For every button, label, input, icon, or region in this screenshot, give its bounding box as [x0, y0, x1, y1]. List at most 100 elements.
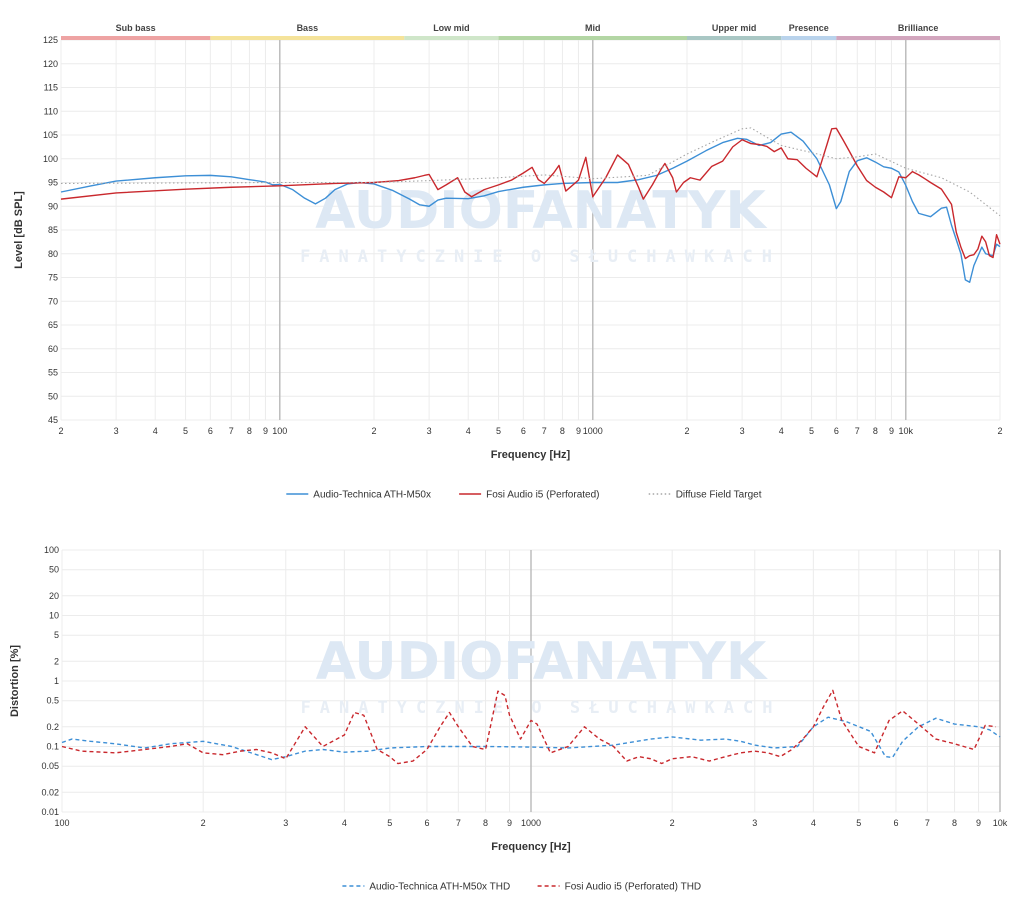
frequency-band-bar — [210, 36, 405, 40]
x-tick-label: 5 — [387, 818, 392, 828]
y-tick-label: 65 — [48, 320, 58, 330]
x-tick-label: 7 — [925, 818, 930, 828]
y-tick-label: 0.2 — [46, 722, 59, 732]
x-tick-label: 1000 — [521, 818, 541, 828]
frequency-band-label: Sub bass — [116, 23, 156, 33]
x-tick-label: 6 — [521, 426, 526, 436]
y-tick-label: 45 — [48, 415, 58, 425]
x-tick-label: 4 — [779, 426, 784, 436]
x-tick-label: 5 — [183, 426, 188, 436]
y-tick-label: 55 — [48, 368, 58, 378]
y-tick-label: 5 — [54, 630, 59, 640]
x-tick-label: 5 — [856, 818, 861, 828]
x-tick-label: 7 — [855, 426, 860, 436]
x-tick-label: 8 — [560, 426, 565, 436]
y-tick-label: 100 — [43, 154, 58, 164]
x-tick-label: 6 — [893, 818, 898, 828]
x-tick-label: 1000 — [583, 426, 603, 436]
x-tick-label: 2 — [670, 818, 675, 828]
frequency-response-chart: Sub bass Bass Low mid Mid Upper mid Presence B… — [13, 23, 1003, 501]
watermark-tagline: FANATYCZNIE O SŁUCHAWKACH — [300, 247, 781, 267]
y-tick-label: 105 — [43, 130, 58, 140]
series-line — [61, 716, 1001, 761]
y-tick-label: 85 — [48, 225, 58, 235]
y-tick-label: 50 — [48, 391, 58, 401]
frequency-band-label: Brilliance — [898, 23, 939, 33]
x-tick-label: 9 — [263, 426, 268, 436]
x-tick-label: 100 — [272, 426, 287, 436]
x-tick-label: 6 — [424, 818, 429, 828]
x-tick-label: 3 — [740, 426, 745, 436]
frequency-band-label: Low mid — [433, 23, 470, 33]
legend-label: Fosi Audio i5 (Perforated) — [486, 490, 599, 501]
x-axis-title: Frequency [Hz] — [491, 841, 571, 853]
x-tick-label: 7 — [542, 426, 547, 436]
legend-label: Diffuse Field Target — [676, 490, 762, 501]
y-tick-label: 120 — [43, 59, 58, 69]
x-tick-label: 2 — [58, 426, 63, 436]
y-tick-label: 100 — [44, 545, 59, 555]
y-tick-label: 0.5 — [46, 696, 59, 706]
frequency-band-bar — [61, 36, 211, 40]
x-axis-title: Frequency [Hz] — [491, 449, 571, 461]
x-tick-label: 5 — [809, 426, 814, 436]
x-tick-label: 4 — [811, 818, 816, 828]
frequency-band-bar — [781, 36, 837, 40]
frequency-band-bar — [836, 36, 1000, 40]
x-tick-label: 3 — [427, 426, 432, 436]
watermark-brand: AUDIOFANATYK — [316, 632, 768, 692]
y-tick-label: 110 — [44, 106, 58, 116]
frequency-band-label: Bass — [297, 23, 319, 33]
y-tick-label: 0.01 — [41, 807, 59, 817]
y-tick-label: 80 — [48, 249, 58, 259]
x-tick-label: 5 — [496, 426, 501, 436]
frequency-band-bar — [498, 36, 687, 40]
legend-label: Audio-Technica ATH-M50x — [313, 490, 431, 501]
series-line — [60, 131, 1001, 283]
series-line — [60, 127, 1001, 260]
x-tick-label: 2 — [201, 818, 206, 828]
x-tick-label: 4 — [342, 818, 347, 828]
y-tick-label: 10 — [49, 611, 59, 621]
x-tick-label: 9 — [889, 426, 894, 436]
x-tick-label: 10k — [899, 426, 914, 436]
x-tick-label: 3 — [114, 426, 119, 436]
x-tick-label: 8 — [952, 818, 957, 828]
y-axis-title: Distortion [%] — [9, 645, 21, 717]
y-tick-label: 90 — [48, 201, 58, 211]
y-tick-label: 75 — [48, 273, 58, 283]
x-tick-label: 8 — [873, 426, 878, 436]
y-tick-label: 115 — [44, 83, 58, 93]
frequency-band-label: Presence — [789, 23, 829, 33]
x-tick-label: 2 — [371, 426, 376, 436]
x-tick-label: 4 — [466, 426, 471, 436]
x-tick-label: 100 — [54, 818, 69, 828]
x-tick-label: 2 — [684, 426, 689, 436]
x-tick-label: 8 — [247, 426, 252, 436]
frequency-band-label: Mid — [585, 23, 601, 33]
x-tick-label: 9 — [976, 818, 981, 828]
x-tick-label: 6 — [208, 426, 213, 436]
series-line — [60, 127, 1001, 217]
x-tick-label: 9 — [576, 426, 581, 436]
y-tick-label: 0.1 — [46, 742, 59, 752]
y-tick-label: 0.05 — [41, 761, 59, 771]
series-line — [61, 689, 996, 765]
x-tick-label: 9 — [507, 818, 512, 828]
x-tick-label: 3 — [752, 818, 757, 828]
frequency-band-bar — [687, 36, 782, 40]
y-tick-label: 95 — [48, 178, 58, 188]
x-tick-label: 7 — [229, 426, 234, 436]
y-tick-label: 1 — [54, 676, 59, 686]
x-tick-label: 7 — [456, 818, 461, 828]
watermark-brand: AUDIOFANATYK — [315, 181, 767, 241]
distortion-chart: AUDIOFANATYK FANATYCZNIE O SŁUCHAWKACH 0.0… — [9, 545, 1008, 893]
y-tick-label: 125 — [43, 35, 58, 45]
legend-label: Audio-Technica ATH-M50x THD — [369, 882, 510, 893]
y-tick-label: 0.02 — [41, 787, 59, 797]
x-tick-label: 10k — [993, 818, 1008, 828]
frequency-band-bar — [404, 36, 499, 40]
y-tick-label: 50 — [49, 565, 59, 575]
legend-label: Fosi Audio i5 (Perforated) THD — [565, 882, 702, 893]
